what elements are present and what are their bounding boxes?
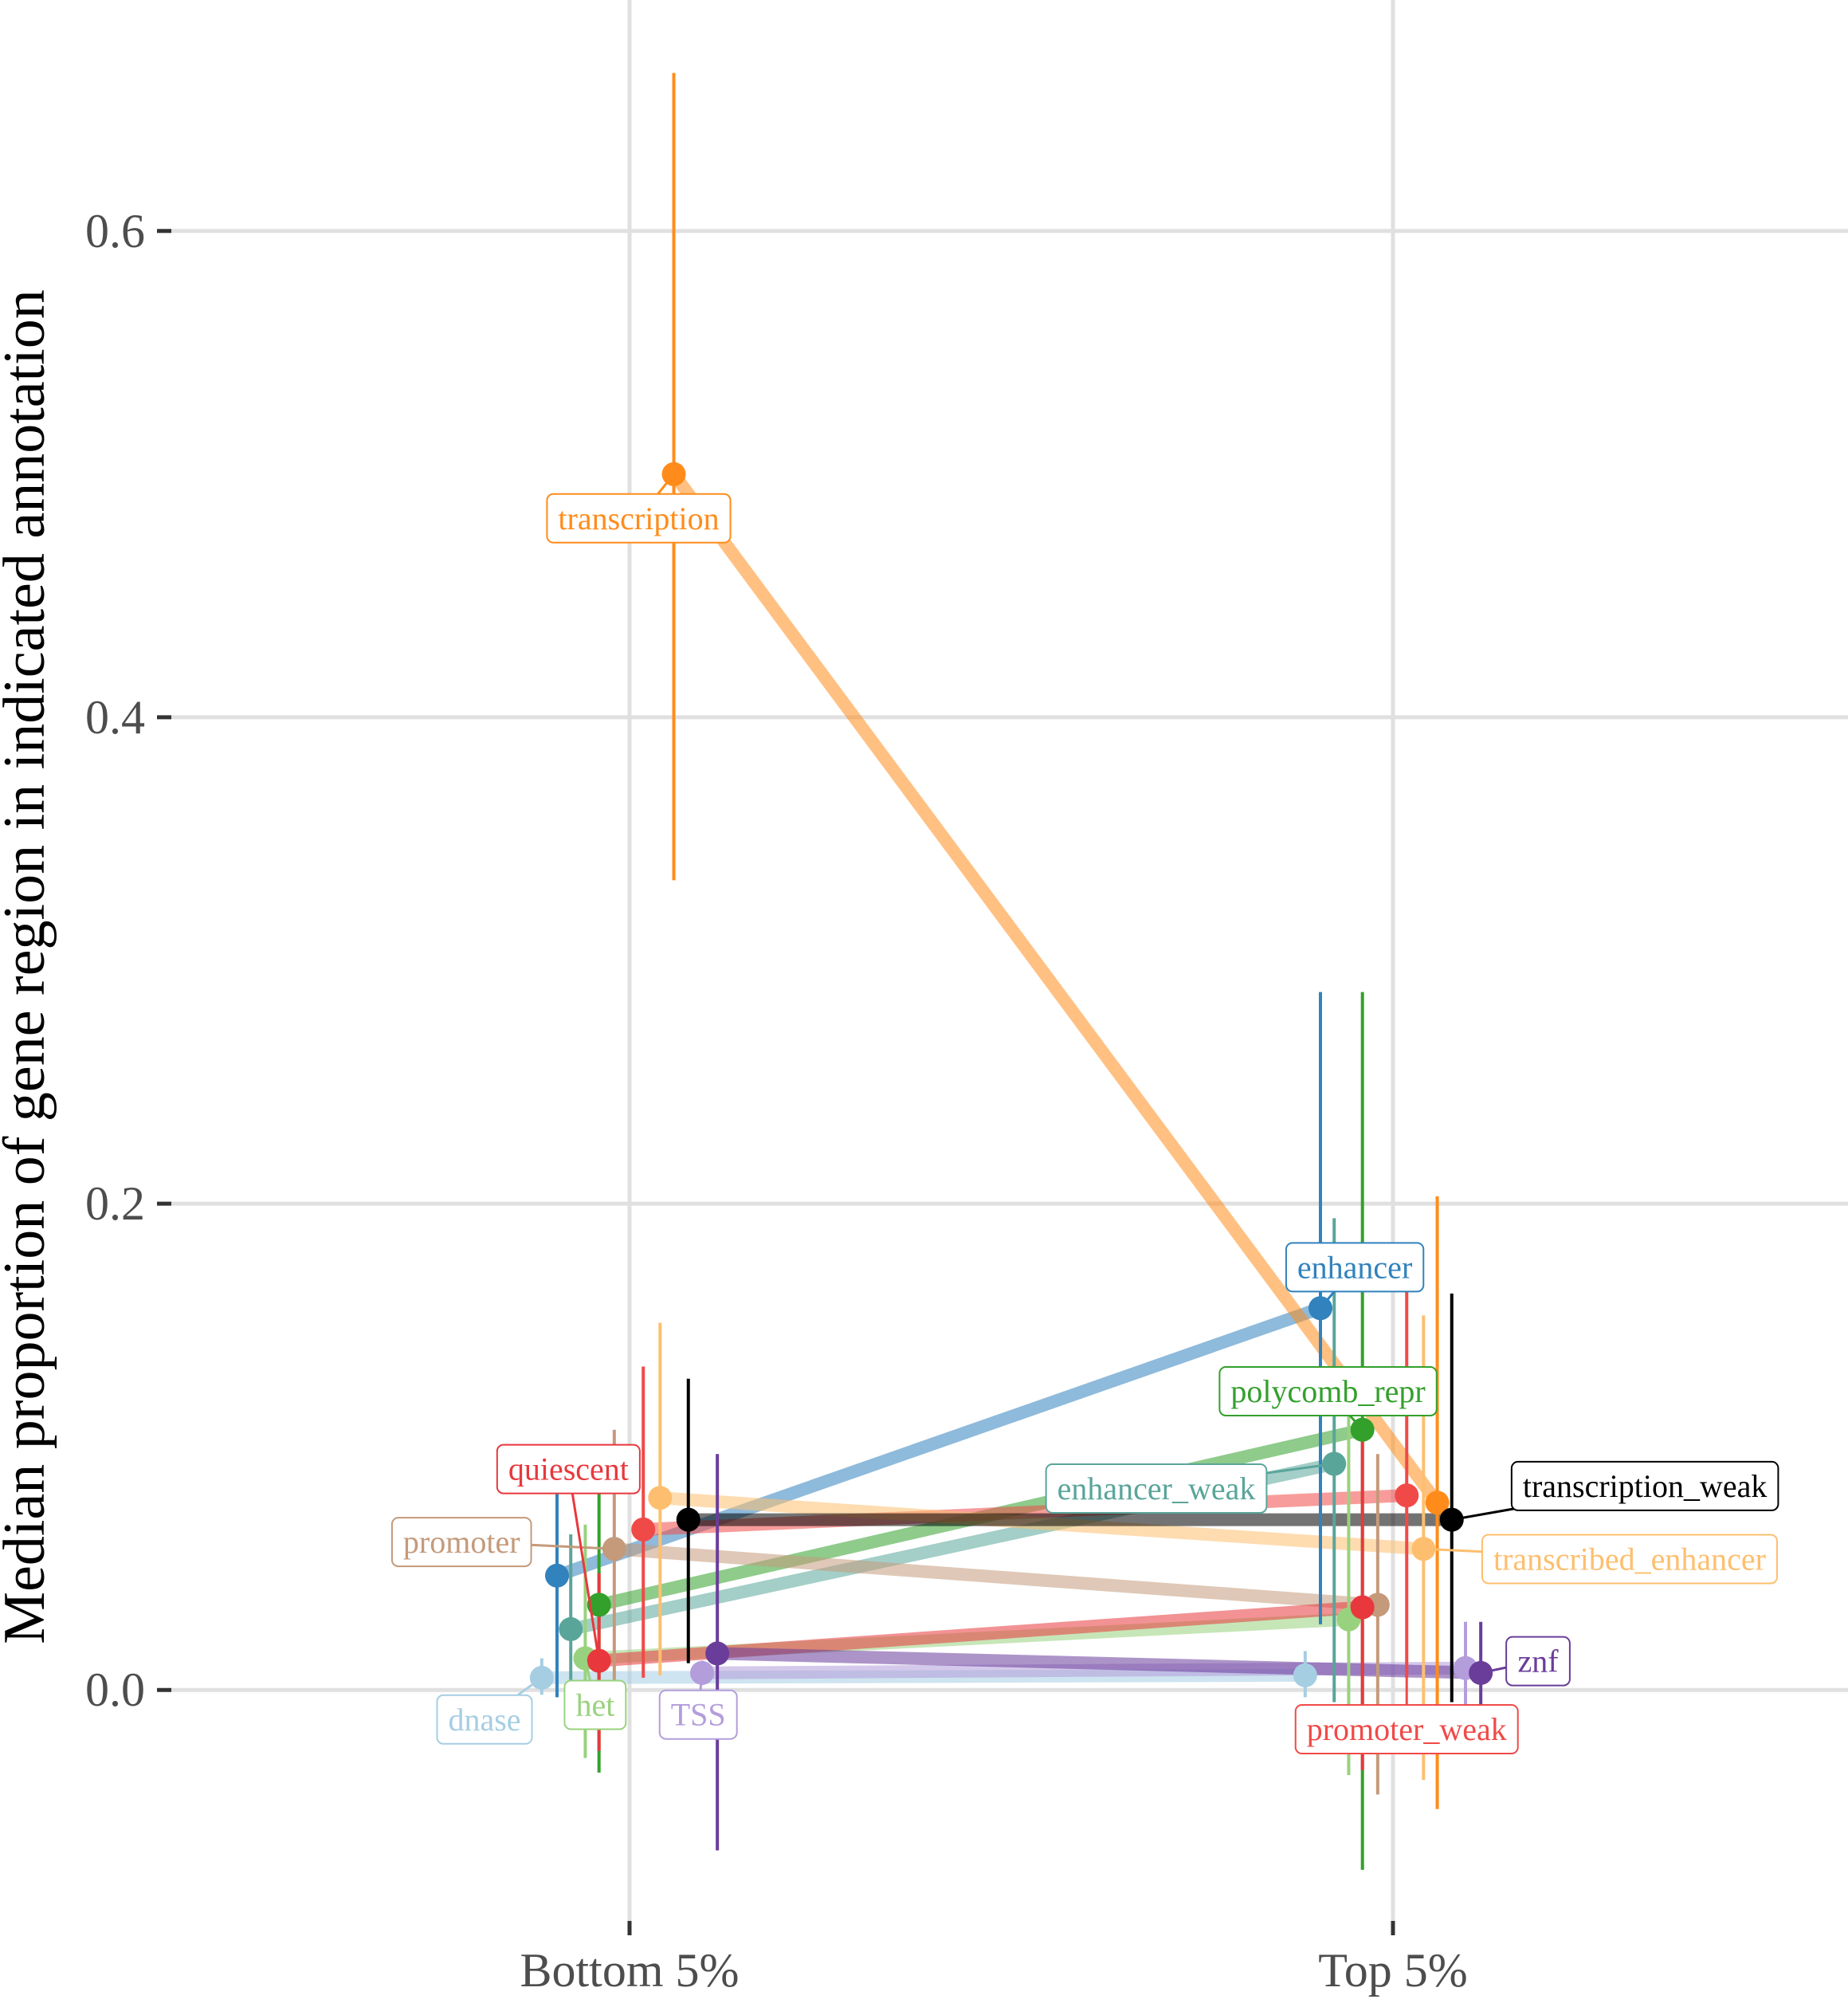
label-text: znf — [1517, 1644, 1559, 1679]
label-text: promoter_weak — [1307, 1711, 1507, 1747]
label-connector — [567, 1468, 601, 1661]
y-tick-label: 0.0 — [85, 1663, 145, 1716]
label-text: transcription_weak — [1523, 1468, 1768, 1504]
label-text: dnase — [448, 1702, 520, 1738]
axes: 0.0 0.2 0.4 0.6 Bottom 5% Top 5% — [85, 205, 1468, 1997]
y-tick-label: 0.4 — [85, 691, 145, 744]
label-box — [1510, 1460, 1779, 1511]
label-promoter: promoter — [390, 1517, 614, 1568]
point-transcribed-enhancer — [648, 1486, 673, 1510]
x-tick-label: Bottom 5% — [520, 1944, 739, 1997]
label-transcribed-enhancer: transcribed_enhancer — [1423, 1534, 1778, 1585]
label-text: transcribed_enhancer — [1493, 1541, 1766, 1577]
label-text: het — [575, 1687, 614, 1722]
label-transcription: transcription — [546, 473, 732, 544]
label-box — [496, 1443, 641, 1495]
y-axis-title: Median proportion of gene region in indi… — [0, 289, 57, 1644]
point-transcription — [1425, 1491, 1450, 1515]
label-quiescent: quiescent — [496, 1443, 641, 1661]
label-box — [1045, 1463, 1268, 1514]
gridlines — [167, 0, 1848, 1921]
label-dnase: dnase — [436, 1676, 543, 1745]
label-text: polycomb_repr — [1230, 1373, 1425, 1409]
label-text: quiescent — [508, 1451, 629, 1487]
x-tick-label: Top 5% — [1318, 1944, 1467, 1997]
series-line-promoter — [614, 1542, 1379, 1612]
label-box — [1285, 1242, 1425, 1293]
label-box — [563, 1679, 627, 1730]
label-box — [1481, 1534, 1778, 1585]
label-box — [390, 1517, 532, 1568]
point-transcription-weak — [676, 1507, 700, 1532]
point-dnase — [1293, 1663, 1317, 1687]
point-polycomb-repr — [587, 1593, 611, 1617]
label-text: TSS — [671, 1697, 726, 1733]
label-text: transcription — [558, 501, 719, 536]
label-box — [1294, 1704, 1519, 1754]
label-het: het — [563, 1658, 627, 1730]
label-transcription-weak: transcription_weak — [1451, 1460, 1779, 1522]
label-tss: TSS — [658, 1672, 738, 1740]
series-lines — [541, 470, 1481, 1684]
series-line-transcription — [669, 470, 1442, 1507]
point-enhancer-weak — [559, 1616, 583, 1641]
point-znf — [705, 1641, 730, 1666]
label-box — [546, 493, 732, 544]
label-text: promoter — [403, 1524, 520, 1560]
label-znf: znf — [1480, 1636, 1571, 1687]
label-box — [1218, 1365, 1438, 1416]
label-box — [1505, 1636, 1571, 1687]
point-enhancer — [544, 1563, 569, 1588]
series-line-znf — [716, 1647, 1481, 1679]
label-polycomb-repr: polycomb_repr — [1218, 1365, 1438, 1431]
label-text: enhancer_weak — [1057, 1471, 1256, 1506]
data-points — [529, 462, 1493, 1690]
point-quiescent — [1350, 1595, 1375, 1620]
label-box — [436, 1694, 533, 1745]
label-box — [658, 1689, 738, 1740]
label-enhancer: enhancer — [1285, 1242, 1425, 1310]
label-text: enhancer — [1297, 1249, 1412, 1285]
y-tick-label: 0.6 — [85, 205, 145, 257]
point-promoter-weak — [631, 1517, 656, 1542]
y-tick-label: 0.2 — [85, 1177, 145, 1230]
label-enhancer-weak: enhancer_weak — [1045, 1462, 1335, 1514]
label-promoter-weak: promoter_weak — [1294, 1495, 1519, 1754]
